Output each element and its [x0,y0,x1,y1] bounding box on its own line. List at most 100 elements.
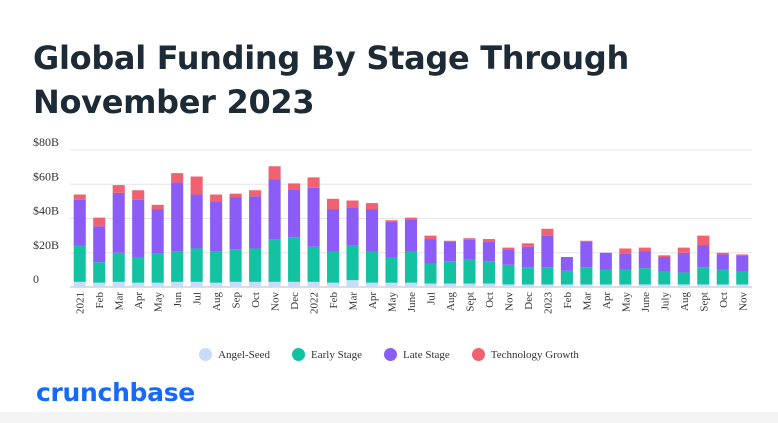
x-tick-label: Dec [289,292,301,310]
bar-segment-late-stage [697,245,710,268]
x-tick-label: 2023 [542,292,554,315]
bar-segment-technology-growth [697,235,710,246]
y-tick-label: $40B [33,204,59,218]
bar-segment-late-stage [268,179,281,240]
bar-segment-technology-growth [346,200,359,208]
bar-segment-early-stage [288,237,301,282]
x-tick-label: Nov [270,292,282,311]
x-tick-label: Sep [231,292,243,309]
bar-segment-late-stage [210,201,223,252]
bar-segment-late-stage [658,257,671,272]
bar-segment-technology-growth [716,252,729,255]
bar-segment-late-stage [404,219,418,252]
legend-swatch [384,348,398,361]
y-axis: 0 $20B $40B $60B $80B [33,135,59,286]
bar-segment-technology-growth [288,183,301,190]
bar-segment-early-stage [560,270,573,285]
bar-segment-angel-seed [404,282,418,287]
bar-segment-late-stage [171,182,184,252]
bar-segment-angel-seed [463,283,476,287]
bar-segment-technology-growth [580,240,593,242]
bar-segment-late-stage [677,252,690,273]
legend-label: Angel-Seed [218,348,271,361]
bar-segment-early-stage [229,249,242,282]
bar-segment-early-stage [268,239,281,282]
bar-segment-late-stage [132,199,145,258]
bar-segment-late-stage [190,194,203,249]
bar-segment-angel-seed [385,282,398,287]
bar-segment-technology-growth [638,247,651,252]
bar-segment-early-stage [541,267,554,285]
bar-segment-early-stage [132,257,145,283]
bar-segment-late-stage [502,249,515,265]
stacked-bar-chart: 0 $20B $40B $60B $80B 2021 Feb Mar Apr May Jun Jul… [33,135,752,315]
x-tick-label: Aug [211,292,223,311]
bar-segment-early-stage [463,259,476,284]
bar-segment-early-stage [716,269,729,285]
bar-segment-technology-growth [521,243,534,247]
bar-segment-technology-growth [502,247,515,250]
bar-segment-early-stage [697,267,710,285]
bar-segment-technology-growth [736,254,749,256]
bar-segment-angel-seed [580,284,593,287]
bar-segment-early-stage [327,251,340,283]
x-tick-label: Apr [367,292,379,309]
bar-segment-angel-seed [93,282,106,287]
bar-segment-late-stage [93,226,106,263]
legend-item[interactable]: Late Stage [384,348,450,361]
bar-segment-angel-seed [677,284,690,287]
chart-title: Global Funding By Stage Through November… [33,39,629,121]
bar-segment-late-stage [580,241,593,268]
bar-segment-late-stage [327,209,340,252]
bar-segment-technology-growth [229,193,242,198]
bar-segment-late-stage [249,196,262,249]
bar-segment-late-stage [716,254,729,270]
bar-segment-angel-seed [638,284,651,287]
legend-swatch [199,348,213,361]
x-tick-label: Feb [562,292,574,309]
bar-segment-angel-seed [424,283,437,287]
x-tick-label: Oct [718,292,730,308]
legend-item[interactable]: Early Stage [292,348,362,361]
legend-swatch [292,348,306,361]
legend-item[interactable]: Technology Growth [471,348,579,361]
bar-segment-early-stage [404,251,418,283]
legend: Angel-Seed Early Stage Late Stage Technolog… [0,348,778,361]
x-tick-label: May [387,292,399,313]
bar-segment-late-stage [288,189,301,238]
bar-segment-technology-growth [249,190,262,197]
legend-label: Late Stage [403,348,450,361]
legend-label: Early Stage [311,348,363,361]
bar-segment-angel-seed [346,280,359,287]
bar-segment-late-stage [112,192,125,253]
bar-segment-early-stage [151,253,164,283]
bar-segment-angel-seed [190,281,203,287]
x-tick-label: Jul [192,292,204,305]
y-tick-label: $80B [33,135,59,149]
bar-segment-technology-growth [112,185,125,193]
bar-segment-technology-growth [404,217,418,220]
bar-segment-technology-growth [151,204,164,210]
legend-item[interactable]: Angel-Seed [199,348,270,361]
bar-segment-angel-seed [697,284,710,287]
bar-segment-angel-seed [229,281,242,287]
bar-segment-early-stage [502,264,515,285]
bar-segment-late-stage [482,241,495,262]
bar-segment-technology-growth [424,235,437,240]
bar-segment-early-stage [249,248,262,282]
bar-segment-late-stage [151,209,164,254]
x-tick-label: Jul [425,292,437,305]
bar-segment-early-stage [677,272,690,285]
bar-segment-technology-growth [677,247,690,253]
bar-segment-angel-seed [73,281,86,287]
x-tick-label: May [153,292,165,313]
bar-segment-late-stage [619,253,632,270]
bar-segment-early-stage [190,248,203,282]
x-axis: 2021 Feb Mar Apr May Jun Jul Aug Sep Oct Nov Dec 202… [75,292,750,315]
bar-segment-technology-growth [482,239,495,242]
x-tick-label: Jun [172,292,184,308]
bar-segment-angel-seed [560,284,573,287]
bar-segment-angel-seed [502,284,515,287]
bar-segment-technology-growth [132,190,145,200]
bar-segment-technology-growth [171,173,184,183]
